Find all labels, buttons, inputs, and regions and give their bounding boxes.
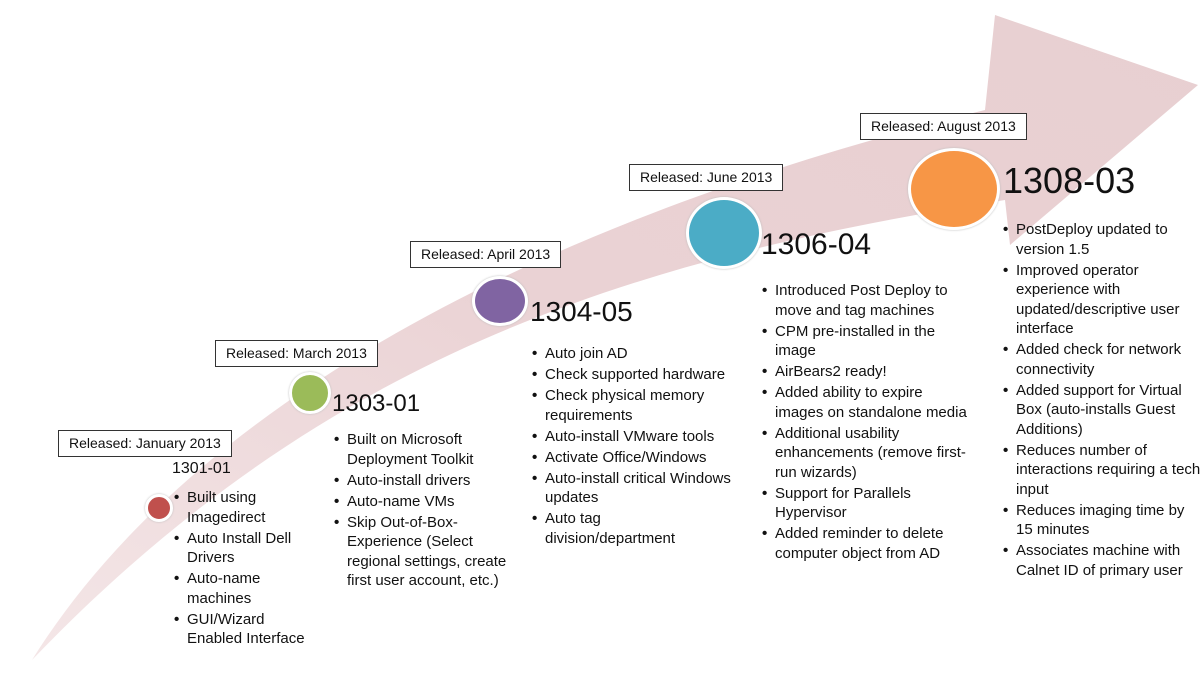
feature-item: Improved operator experience with update… [1003,261,1200,339]
release-date-label: Released: March 2013 [215,340,378,367]
feature-item: Activate Office/Windows [532,448,735,468]
feature-list: Built using ImagedirectAuto Install Dell… [173,488,307,650]
version-label: 1303-01 [332,390,421,417]
feature-item: AirBears2 ready! [762,362,975,382]
feature-item: Auto Install Dell Drivers [174,529,307,568]
feature-item: Auto-name machines [174,569,307,608]
version-label: 1304-05 [530,296,633,327]
feature-item: Support for Parallels Hypervisor [762,484,975,523]
release-marker-1306 [686,197,762,269]
feature-item: Auto join AD [532,344,735,364]
feature-list: Auto join ADCheck supported hardwareChec… [531,344,735,550]
feature-item: Added reminder to delete computer object… [762,524,975,563]
version-label: 1306-04 [761,228,872,261]
feature-item: CPM pre-installed in the image [762,322,975,361]
feature-item: Auto-install drivers [334,471,527,491]
feature-list: Built on Microsoft Deployment ToolkitAut… [333,430,527,592]
release-marker-1308 [908,148,1000,230]
release-marker-1303 [289,372,331,414]
feature-list: PostDeploy updated to version 1.5Improve… [1002,220,1200,582]
feature-item: Added check for network connectivity [1003,340,1200,379]
release-date-label: Released: January 2013 [58,430,232,457]
feature-item: Skip Out-of-Box-Experience (Select regio… [334,513,527,591]
feature-item: PostDeploy updated to version 1.5 [1003,220,1200,259]
release-date-label: Released: June 2013 [629,164,784,191]
feature-item: Auto-name VMs [334,492,527,512]
feature-item: Added support for Virtual Box (auto-inst… [1003,381,1200,440]
feature-item: Added ability to expire images on standa… [762,383,975,422]
feature-item: Auto-install critical Windows updates [532,469,735,508]
feature-item: Reduces number of interactions requiring… [1003,441,1200,500]
feature-item: Auto tag division/department [532,509,735,548]
feature-item: Auto-install VMware tools [532,427,735,447]
feature-item: GUI/Wizard Enabled Interface [174,610,307,649]
feature-list: Introduced Post Deploy to move and tag m… [761,281,975,565]
release-marker-1304 [472,276,528,326]
feature-item: Check supported hardware [532,365,735,385]
release-date-label: Released: August 2013 [860,113,1027,140]
feature-item: Reduces imaging time by 15 minutes [1003,501,1200,540]
feature-item: Check physical memory requirements [532,386,735,425]
feature-item: Introduced Post Deploy to move and tag m… [762,281,975,320]
release-date-label: Released: April 2013 [410,241,562,268]
feature-item: Additional usability enhancements (remov… [762,424,975,483]
feature-item: Built on Microsoft Deployment Toolkit [334,430,527,469]
feature-item: Built using Imagedirect [174,488,307,527]
version-label: 1308-03 [1003,160,1136,201]
release-marker-1301 [145,494,173,522]
feature-item: Associates machine with Calnet ID of pri… [1003,541,1200,580]
version-label: 1301-01 [172,460,231,477]
